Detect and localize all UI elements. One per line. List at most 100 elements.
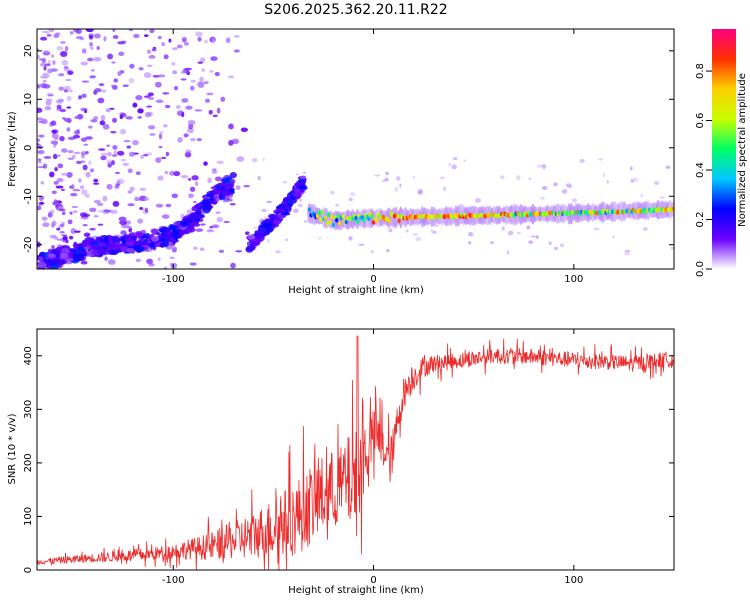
spectrogram-noise-cell bbox=[122, 162, 130, 167]
spectrogram-xtick-label: 100 bbox=[564, 274, 583, 285]
spectrogram-noise-cell bbox=[214, 176, 222, 182]
spectrogram-noise-cell bbox=[81, 48, 87, 54]
spectrogram-noise-cell bbox=[203, 161, 208, 166]
spectrogram-noise-cell bbox=[38, 201, 45, 205]
colorbar-tick-label: 0.4 bbox=[695, 162, 706, 178]
spectrogram-noise-cell bbox=[253, 226, 257, 230]
snr-ytick-label: 200 bbox=[23, 453, 34, 472]
spectrogram-noise-cell bbox=[540, 164, 547, 168]
spectrogram-noise-cell bbox=[144, 111, 151, 118]
snr-ticks: -100 0 100 0 100 200 300 400 bbox=[23, 329, 674, 586]
spectrogram-noise-cell bbox=[195, 31, 203, 37]
spectrogram-noise-cell bbox=[222, 199, 229, 203]
spectrogram-noise-cell bbox=[233, 35, 240, 38]
spectrogram-noise-cell bbox=[85, 150, 89, 155]
spectrogram-noise-cell bbox=[475, 197, 481, 203]
spectrogram-ridge-cell bbox=[280, 211, 291, 216]
spectrogram-noise-cell bbox=[56, 104, 62, 110]
spectrogram-ridge-cell bbox=[124, 235, 133, 243]
spectrogram-noise-cell bbox=[112, 34, 119, 39]
spectrogram-noise-cell bbox=[212, 168, 217, 171]
spectrogram-noise-cell bbox=[181, 98, 189, 103]
spectrogram-noise-cell bbox=[670, 247, 674, 250]
spectrogram-noise-cell bbox=[129, 63, 135, 69]
spectrogram-ridge-cell bbox=[247, 234, 256, 240]
spectrogram-ridge-cell bbox=[47, 253, 55, 258]
spectrogram-ridge-cell bbox=[262, 223, 272, 228]
snr-ytick-label: 100 bbox=[23, 507, 34, 526]
spectrogram-noise-cell bbox=[463, 159, 466, 163]
spectrogram-noise-cell bbox=[53, 33, 60, 39]
spectrogram-ridge-cell bbox=[79, 242, 87, 248]
spectrogram-noise-cell bbox=[65, 239, 69, 244]
spectrogram-noise-cell bbox=[172, 246, 178, 253]
spectrogram-ridge-cell bbox=[108, 249, 119, 256]
spectrogram-noise-cell bbox=[50, 140, 59, 145]
spectrogram-noise-cell bbox=[553, 246, 559, 250]
spectrogram-noise-cell bbox=[90, 119, 98, 123]
spectrogram-ridge-cell bbox=[191, 205, 202, 212]
spectrogram-noise-cell bbox=[100, 114, 106, 121]
spectrogram-noise-cell bbox=[275, 249, 281, 254]
spectrogram-ridge-cell bbox=[186, 226, 196, 233]
spectrogram-ridge-cell bbox=[213, 195, 219, 200]
spectrogram-noise-cell bbox=[110, 130, 117, 134]
spectrogram-noise-cell bbox=[107, 151, 112, 157]
spectrogram-noise-cell bbox=[171, 47, 178, 51]
spectrogram-ridge-cell bbox=[115, 243, 123, 248]
spectrogram-noise-cell bbox=[665, 165, 671, 169]
spectrogram-noise-cell bbox=[110, 161, 115, 166]
spectrogram-noise-cell bbox=[85, 29, 94, 33]
spectrogram-noise-cell bbox=[295, 173, 300, 176]
spectrogram-ridge-cell bbox=[169, 236, 175, 243]
spectrogram-ytick-label: 10 bbox=[23, 93, 34, 106]
spectrogram-noise-cell bbox=[69, 31, 74, 35]
spectrogram-xlabel: Height of straight line (km) bbox=[288, 285, 424, 296]
spectrogram-noise-cell bbox=[52, 60, 56, 65]
spectrogram-noise-cell bbox=[181, 37, 187, 43]
spectrogram-noise-cell bbox=[76, 113, 84, 120]
spectrogram-carrier-cell bbox=[387, 218, 392, 224]
spectrogram-carrier-cell bbox=[328, 220, 332, 225]
spectrogram-noise-cell bbox=[144, 207, 149, 213]
spectrogram-noise-cell bbox=[126, 145, 131, 149]
spectrogram-noise-cell bbox=[72, 210, 78, 213]
spectrogram-noise-cell bbox=[199, 76, 204, 83]
spectrogram-ridge-cell bbox=[125, 241, 131, 246]
spectrogram-noise-cell bbox=[173, 85, 179, 91]
spectrogram-carrier-cell bbox=[325, 221, 329, 226]
spectrogram-noise-cell bbox=[201, 68, 206, 73]
spectrogram-noise-cell bbox=[211, 37, 216, 44]
spectrogram-noise-cell bbox=[61, 188, 65, 192]
spectrogram-noise-cell bbox=[282, 181, 288, 184]
spectrogram-noise-cell bbox=[185, 105, 193, 110]
spectrogram-noise-cell bbox=[102, 123, 110, 130]
spectrogram-ridge-cell bbox=[58, 253, 69, 260]
spectrogram-noise-cell bbox=[134, 197, 141, 202]
spectrogram-noise-cell bbox=[120, 230, 127, 235]
spectrogram-noise-cell bbox=[500, 175, 505, 180]
spectrogram-noise-cell bbox=[143, 34, 149, 37]
spectrogram-noise-cell bbox=[90, 45, 94, 51]
spectrogram-noise-cell bbox=[72, 188, 81, 192]
spectrogram-noise-cell bbox=[388, 228, 393, 233]
snr-ytick-label: 400 bbox=[23, 346, 34, 365]
spectrogram-noise-cell bbox=[197, 83, 205, 89]
spectrogram-noise-cell bbox=[158, 133, 163, 140]
spectrogram-noise-cell bbox=[112, 117, 118, 123]
spectrogram-carrier-cell bbox=[671, 206, 674, 212]
spectrogram-noise-cell bbox=[55, 99, 64, 104]
spectrogram-carrier-cell bbox=[354, 215, 358, 221]
spectrogram-noise-cell bbox=[230, 262, 236, 269]
spectrogram-noise-cell bbox=[579, 158, 585, 163]
spectrogram-carrier-cell bbox=[307, 207, 312, 212]
colorbar-gradient bbox=[712, 29, 736, 269]
spectrogram-noise-cell bbox=[451, 164, 457, 170]
spectrogram-noise-cell bbox=[169, 256, 175, 260]
spectrogram-ridge-cell bbox=[73, 249, 81, 255]
spectrogram-noise-cell bbox=[191, 175, 199, 181]
spectrogram-noise-cell bbox=[212, 114, 218, 118]
spectrogram-noise-cell bbox=[66, 127, 71, 132]
spectrogram-noise-cell bbox=[560, 243, 565, 248]
spectrogram-noise-cell bbox=[157, 74, 166, 78]
